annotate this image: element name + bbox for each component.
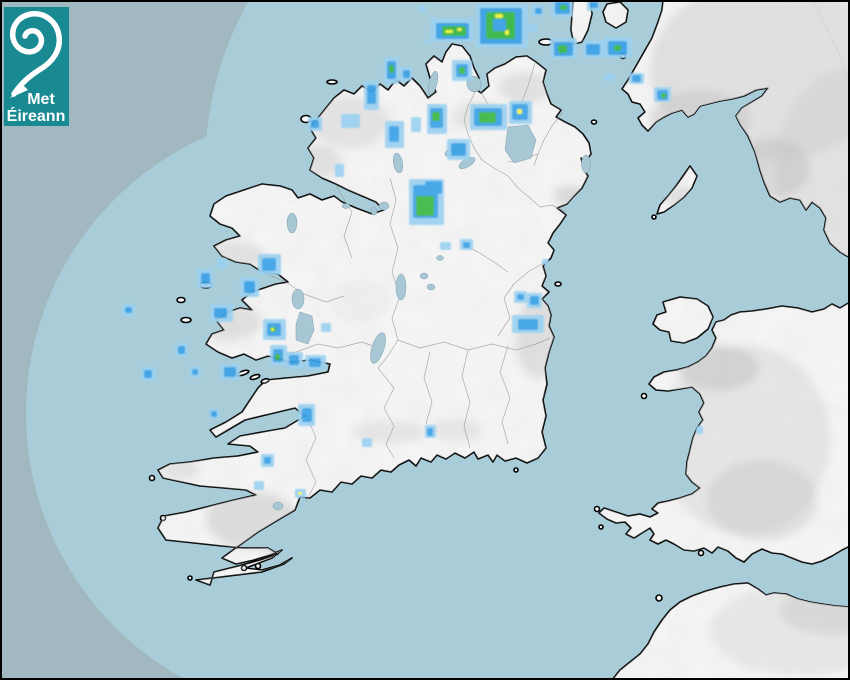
rain-cell-moderate <box>289 355 299 365</box>
rain-cell-moderate <box>463 242 470 248</box>
lake-lough-corrib <box>295 311 315 345</box>
rain-cell-moderate <box>178 346 185 354</box>
rain-cell-light <box>362 438 372 447</box>
precipitation-radar-layer <box>122 0 703 498</box>
rain-cell-moderate <box>244 281 255 293</box>
rain-cell-heavy <box>432 112 440 121</box>
rain-cell-heavy <box>416 196 434 216</box>
rain-cell-moderate <box>201 273 210 284</box>
rain-cell-light <box>528 24 538 32</box>
rain-cell-moderate <box>224 367 236 377</box>
rain-cell-moderate <box>517 294 524 300</box>
met-eireann-logo: Met Éireann <box>4 7 69 126</box>
rain-cell-moderate <box>530 296 539 305</box>
rain-cell-light <box>217 258 227 269</box>
rain-cell-moderate <box>389 126 399 142</box>
rain-cell-moderate <box>211 411 217 417</box>
rain-cell-heavy <box>275 354 280 360</box>
rain-cell-light <box>335 164 344 177</box>
rain-cell-intense <box>457 28 462 31</box>
rain-cell-light <box>424 39 430 44</box>
rain-cell-intense <box>505 30 509 35</box>
rain-cell-moderate <box>403 70 410 78</box>
logo-text-met: Met <box>27 91 55 108</box>
rain-cell-heavy <box>560 5 567 10</box>
rain-cell-moderate <box>632 75 641 82</box>
lake-lough-neagh <box>504 124 537 164</box>
radar-range-edge-line <box>812 0 850 89</box>
rain-cell-light <box>418 5 426 12</box>
rain-cell-intense <box>445 30 453 33</box>
rain-cell-moderate <box>590 2 598 8</box>
rain-cell-moderate <box>144 370 152 378</box>
rain-cell-heavy <box>614 45 621 51</box>
rain-cell-moderate <box>586 44 600 55</box>
rain-cell-moderate <box>535 8 542 14</box>
logo-text-eireann: Éireann <box>7 106 66 125</box>
rain-cell-heavy <box>479 112 496 123</box>
rain-cell-heavy <box>661 93 666 98</box>
rain-cell-intense <box>271 328 274 331</box>
rain-cell-moderate <box>262 258 276 271</box>
rain-cell-moderate <box>518 319 538 330</box>
rain-cell-light <box>696 426 703 434</box>
rain-cell-moderate <box>309 358 321 367</box>
inlet-lough-swilly <box>427 71 439 95</box>
rain-cell-light <box>254 481 264 490</box>
rain-cell-moderate <box>192 369 198 375</box>
rain-cell-moderate <box>311 120 319 128</box>
rain-cell-heavy <box>558 45 567 53</box>
rain-cell-intense <box>495 14 503 18</box>
lakes-layer <box>272 71 591 511</box>
rain-cell-moderate <box>214 308 227 318</box>
rain-cell-moderate <box>125 307 132 313</box>
rain-cell-moderate <box>427 428 433 436</box>
rain-cell-light <box>440 242 451 250</box>
rain-cell-heavy <box>459 67 465 74</box>
met-eireann-spiral-icon <box>9 11 63 98</box>
rain-cell-moderate <box>264 457 271 464</box>
rain-cell-light <box>604 74 615 81</box>
rain-cell-moderate <box>302 408 312 422</box>
rain-cell-moderate <box>425 181 442 194</box>
rain-cell-moderate <box>451 143 466 156</box>
inlet-strangford-lough <box>581 154 591 174</box>
rain-cell-light <box>411 117 421 132</box>
rain-cell-heavy <box>389 65 394 73</box>
rain-cell-moderate <box>367 85 376 104</box>
rain-cell-intense <box>298 492 302 495</box>
rain-cell-light <box>321 323 331 332</box>
rain-cell-light <box>542 259 549 265</box>
rain-cell-intense <box>517 109 522 114</box>
rain-cell-light <box>341 114 360 128</box>
rain-cell-moderate <box>493 19 506 31</box>
